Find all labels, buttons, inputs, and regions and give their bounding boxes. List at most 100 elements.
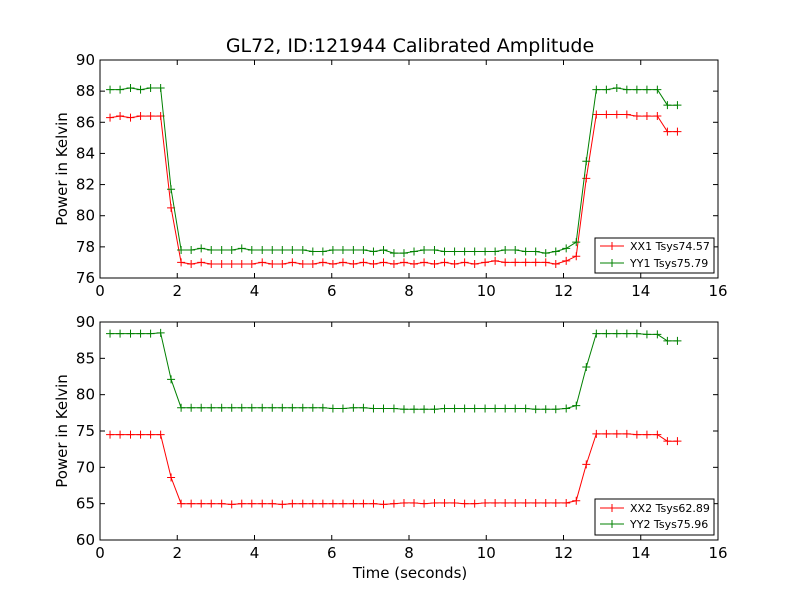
data-point-yy1 xyxy=(450,247,459,256)
data-point-yy1 xyxy=(258,245,267,254)
data-point-xx1 xyxy=(582,174,591,183)
data-point-xx2 xyxy=(207,499,216,508)
data-point-xx2 xyxy=(470,499,479,508)
top-plot-y-tick-label: 90 xyxy=(76,51,95,69)
data-point-yy2 xyxy=(501,404,510,413)
data-point-yy2 xyxy=(531,405,540,414)
data-point-yy2 xyxy=(521,404,530,413)
data-point-xx1 xyxy=(491,256,500,265)
data-point-xx1 xyxy=(338,258,347,267)
data-point-xx1 xyxy=(440,258,449,267)
data-point-yy1 xyxy=(612,84,621,93)
data-point-yy1 xyxy=(521,247,530,256)
top-plot-legend-box xyxy=(594,237,715,274)
data-point-xx2 xyxy=(288,499,297,508)
data-point-xx2 xyxy=(116,430,125,439)
top-plot-y-tick-label: 82 xyxy=(76,176,95,194)
data-point-xx1 xyxy=(349,259,358,268)
data-point-xx1 xyxy=(450,259,459,268)
top-plot-y-tick-label: 80 xyxy=(76,207,95,225)
legend-label-yy2: YY2 Tsys75.96 xyxy=(629,518,708,531)
data-point-xx1 xyxy=(460,258,469,267)
data-point-yy2 xyxy=(136,329,145,338)
data-point-xx1 xyxy=(369,259,378,268)
data-point-xx1 xyxy=(562,256,571,265)
data-point-xx2 xyxy=(420,499,429,508)
data-point-yy1 xyxy=(673,101,682,110)
top-plot-marks xyxy=(106,84,682,268)
data-point-yy1 xyxy=(359,245,368,254)
data-point-xx2 xyxy=(389,499,398,508)
data-point-yy1 xyxy=(491,247,500,256)
data-point-yy2 xyxy=(592,329,601,338)
data-point-yy2 xyxy=(673,336,682,345)
data-point-yy1 xyxy=(511,245,520,254)
data-point-yy2 xyxy=(379,404,388,413)
data-point-xx1 xyxy=(308,259,317,268)
data-point-xx1 xyxy=(247,259,256,268)
data-point-xx2 xyxy=(197,499,206,508)
data-point-yy2 xyxy=(470,404,479,413)
data-point-yy1 xyxy=(308,247,317,256)
data-point-yy2 xyxy=(541,405,550,414)
data-point-xx1 xyxy=(237,259,246,268)
data-point-yy1 xyxy=(197,244,206,253)
data-point-xx1 xyxy=(187,259,196,268)
data-point-xx2 xyxy=(106,430,115,439)
data-point-xx2 xyxy=(551,498,560,507)
data-point-yy2 xyxy=(551,405,560,414)
top-plot-x-tick-label: 8 xyxy=(404,282,414,300)
top-plot-y-axis-label: Power in Kelvin xyxy=(53,112,71,226)
data-point-xx2 xyxy=(562,498,571,507)
data-point-xx1 xyxy=(511,258,520,267)
data-point-yy1 xyxy=(572,238,581,247)
data-point-yy2 xyxy=(187,403,196,412)
data-point-xx2 xyxy=(308,499,317,508)
legend-marker-xx1 xyxy=(608,242,616,250)
data-point-yy2 xyxy=(481,404,490,413)
data-point-xx1 xyxy=(430,259,439,268)
data-point-xx1 xyxy=(592,110,601,119)
data-point-yy1 xyxy=(278,245,287,254)
data-point-yy1 xyxy=(318,247,327,256)
top-plot-x-tick-label: 6 xyxy=(327,282,337,300)
data-point-yy2 xyxy=(399,405,408,414)
data-point-xx1 xyxy=(521,258,530,267)
data-point-xx1 xyxy=(673,127,682,136)
data-point-xx1 xyxy=(653,112,662,121)
data-point-xx1 xyxy=(288,258,297,267)
top-plot-y-tick-label: 76 xyxy=(76,269,95,287)
data-point-xx2 xyxy=(258,499,267,508)
top-plot-x-tick-label: 2 xyxy=(172,282,182,300)
data-point-xx2 xyxy=(531,498,540,507)
data-point-yy2 xyxy=(349,403,358,412)
data-point-yy2 xyxy=(207,403,216,412)
data-point-xx2 xyxy=(521,498,530,507)
data-point-yy2 xyxy=(663,336,672,345)
data-point-yy2 xyxy=(511,404,520,413)
data-point-xx2 xyxy=(328,499,337,508)
data-point-xx2 xyxy=(673,437,682,446)
data-point-xx1 xyxy=(379,258,388,267)
bottom-plot-y-tick-label: 80 xyxy=(76,386,95,404)
data-point-yy1 xyxy=(126,84,135,93)
data-point-yy2 xyxy=(298,403,307,412)
data-point-yy1 xyxy=(531,247,540,256)
data-point-yy2 xyxy=(642,330,651,339)
data-point-xx2 xyxy=(653,430,662,439)
bottom-plot-panel: 0 2 4 6 8 10 12 14 16 60 65 70 75 80 85 90 Power in Kel… xyxy=(53,313,728,582)
data-point-yy2 xyxy=(338,404,347,413)
data-point-xx2 xyxy=(318,499,327,508)
top-plot-y-tick-label: 78 xyxy=(76,238,95,256)
data-point-yy2 xyxy=(622,329,631,338)
top-plot-y-tick-label: 84 xyxy=(76,144,95,162)
data-point-xx1 xyxy=(136,112,145,121)
data-point-xx2 xyxy=(592,429,601,438)
data-point-xx1 xyxy=(602,110,611,119)
data-point-yy2 xyxy=(389,404,398,413)
data-point-yy1 xyxy=(349,245,358,254)
bottom-plot-marks xyxy=(106,328,682,509)
bottom-plot-y-tick-label: 60 xyxy=(76,531,95,549)
data-point-yy2 xyxy=(572,401,581,410)
data-point-yy2 xyxy=(227,403,236,412)
